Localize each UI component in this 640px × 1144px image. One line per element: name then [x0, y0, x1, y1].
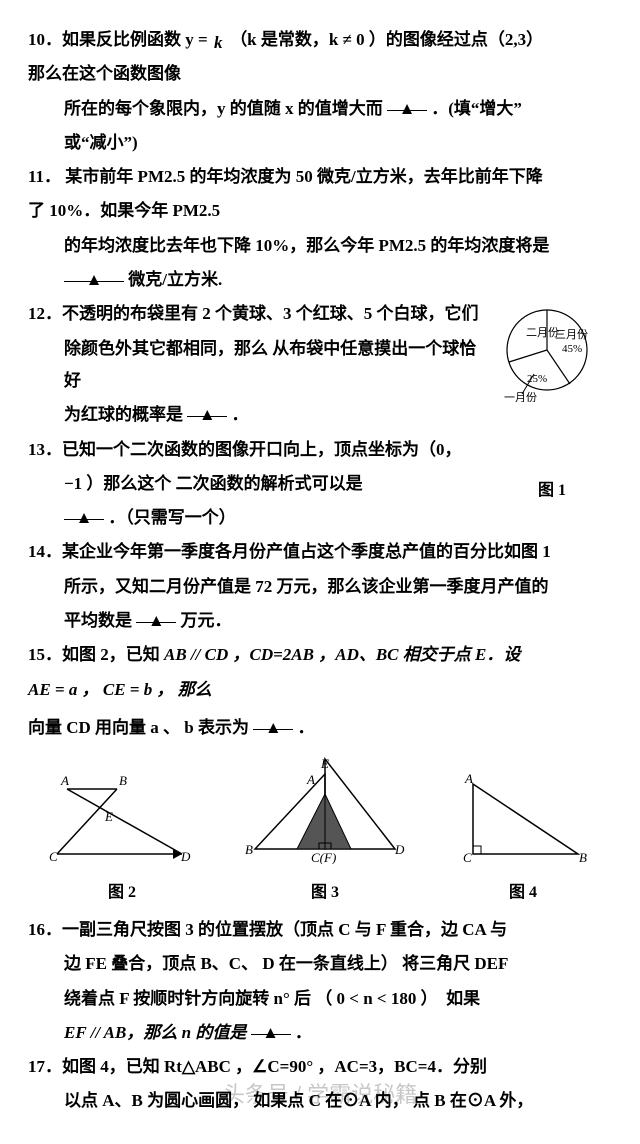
q12-l3b: ． [232, 405, 249, 424]
q12-blank: ▲ [187, 399, 227, 417]
q15-l3a: 向量 CD 用向量 a 、 b 表示为 [28, 718, 249, 737]
q10-l3: 所在的每个象限内，y 的值随 x 的值增大而 ▲ ．(填“增大” [28, 93, 612, 125]
q11-l2: 了 10%．如果今年 PM2.5 [28, 195, 612, 227]
q14-l3: 平均数是 ▲ 万元． [28, 605, 612, 637]
q10-l4: 或“减小”) [28, 127, 612, 159]
q14-l3a: 平均数是 [64, 611, 132, 630]
fig3-caption: 图 3 [235, 878, 415, 908]
svg-text:A: A [60, 773, 69, 788]
fig2-caption: 图 2 [47, 878, 197, 908]
q15-abcd: AB // CD [164, 645, 228, 664]
svg-text:C: C [463, 850, 472, 864]
figure-3: E A B D C(F) 图 3 [235, 754, 415, 908]
pie-slice-mar: 三月份 [555, 328, 588, 341]
q16-l3: 绕着点 F 按顺时针方向旋转 n° 后 （ 0 < n < 180 ） 如果 [28, 983, 612, 1015]
q10-k: k [214, 27, 223, 59]
pie-chart: 二月份 三月份 45% 一月份 25% 图 1 [492, 302, 612, 506]
q11-l4t: 微克/立方米. [128, 270, 222, 289]
pie-slice-jan-pct: 25% [527, 373, 547, 385]
q11-l1: 11． 某市前年 PM2.5 的年均浓度为 50 微克/立方米，去年比前年下降 [28, 161, 612, 193]
q11-l3: 的年均浓度比去年也下降 10%，那么今年 PM2.5 的年均浓度将是 [28, 230, 612, 262]
q16-l4b: ． [295, 1023, 312, 1042]
q10-blank: ▲ [387, 93, 427, 111]
q13-l3t: ．（只需写一个） [108, 508, 236, 527]
q16-blank: ▲ [251, 1017, 291, 1035]
q15-l2: AE = a ， CE = b ， 那么 [28, 674, 612, 706]
figure-4: A C B 图 4 [453, 769, 593, 908]
q14-l2: 所示，又知二月份产值是 72 万元，那么该企业第一季度月产值的 [28, 571, 612, 603]
q13-l2t: −1 ）那么这个 二次函数的解析式可以是 [64, 474, 363, 493]
q13-blank: ▲ [64, 502, 104, 520]
q13-l3: ▲ ．（只需写一个） [28, 502, 612, 534]
q15-l1a: 15．如图 2，已知 [28, 645, 164, 664]
svg-text:C: C [49, 849, 58, 864]
figures-row: A B C D E 图 2 E A B D C(F) 图 3 A [28, 754, 612, 908]
q16-l4a: EF // AB，那么 n 的值是 [64, 1023, 246, 1042]
svg-text:E: E [320, 756, 329, 771]
q15-blank: ▲ [253, 712, 293, 730]
svg-text:A: A [464, 771, 473, 786]
q10-l3a: 所在的每个象限内，y 的值随 x 的值增大而 [64, 99, 383, 118]
q11-l4: ▲ 微克/立方米. [28, 264, 612, 296]
q13-blank-inline [367, 472, 397, 489]
q15-l3b: ． [298, 718, 315, 737]
svg-text:B: B [119, 773, 127, 788]
q17-l2: 以点 A、B 为圆心画圆， 如果点 C 在⊙A 内， 点 B 在⊙A 外， [28, 1085, 612, 1117]
figure-2: A B C D E 图 2 [47, 769, 197, 908]
q17-l1: 17．如图 4，已知 Rt△ABC ，∠C=90° ，AC=3，BC=4．分别 [28, 1051, 612, 1083]
q16-l4: EF // AB，那么 n 的值是 ▲ ． [28, 1017, 612, 1049]
q14-l3b: 万元． [181, 611, 232, 630]
q16-l1: 16．一副三角尺按图 3 的位置摆放（顶点 C 与 F 重合，边 CA 与 [28, 914, 612, 946]
svg-text:E: E [104, 809, 113, 824]
svg-text:C(F): C(F) [311, 850, 336, 864]
q10-l3b: ．(填“增大” [431, 99, 522, 118]
svg-text:D: D [394, 842, 405, 857]
q12-l3a: 为红球的概率是 [64, 405, 183, 424]
q15-l3: 向量 CD 用向量 a 、 b 表示为 ▲ ． [28, 712, 612, 744]
q14-l1: 14．某企业今年第一季度各月份产值占这个季度总产值的百分比如图 1 [28, 536, 612, 568]
q10: 10．如果反比例函数 y = k （k 是常数，k ≠ 0 ）的图像经过点（2,… [28, 24, 612, 56]
pie-caption: 图 1 [492, 476, 612, 506]
svg-text:A: A [306, 772, 315, 787]
q14-blank: ▲ [136, 605, 176, 623]
fig4-caption: 图 4 [453, 878, 593, 908]
pie-slice-jan: 一月份 [504, 391, 537, 402]
q16-l2: 边 FE 叠合，顶点 B、C、 D 在一条直线上） 将三角尺 DEF [28, 948, 612, 980]
q15-l1: 15．如图 2，已知 AB // CD ，CD=2AB ，AD、BC 相交于点 … [28, 639, 612, 671]
pie-slice-mar-pct: 45% [562, 343, 582, 355]
q10-cond: （k 是常数，k ≠ 0 ）的图像经过点（2,3） [230, 30, 543, 49]
svg-text:B: B [579, 850, 587, 864]
q15-l1b: ，CD=2AB ，AD、BC 相交于点 E．设 [233, 645, 521, 664]
q10-l2: 那么在这个函数图像 [28, 58, 612, 90]
q11-blank: ▲ [64, 264, 124, 282]
svg-text:B: B [245, 842, 253, 857]
svg-text:D: D [180, 849, 191, 864]
q10-lead: 10．如果反比例函数 y = [28, 30, 208, 49]
